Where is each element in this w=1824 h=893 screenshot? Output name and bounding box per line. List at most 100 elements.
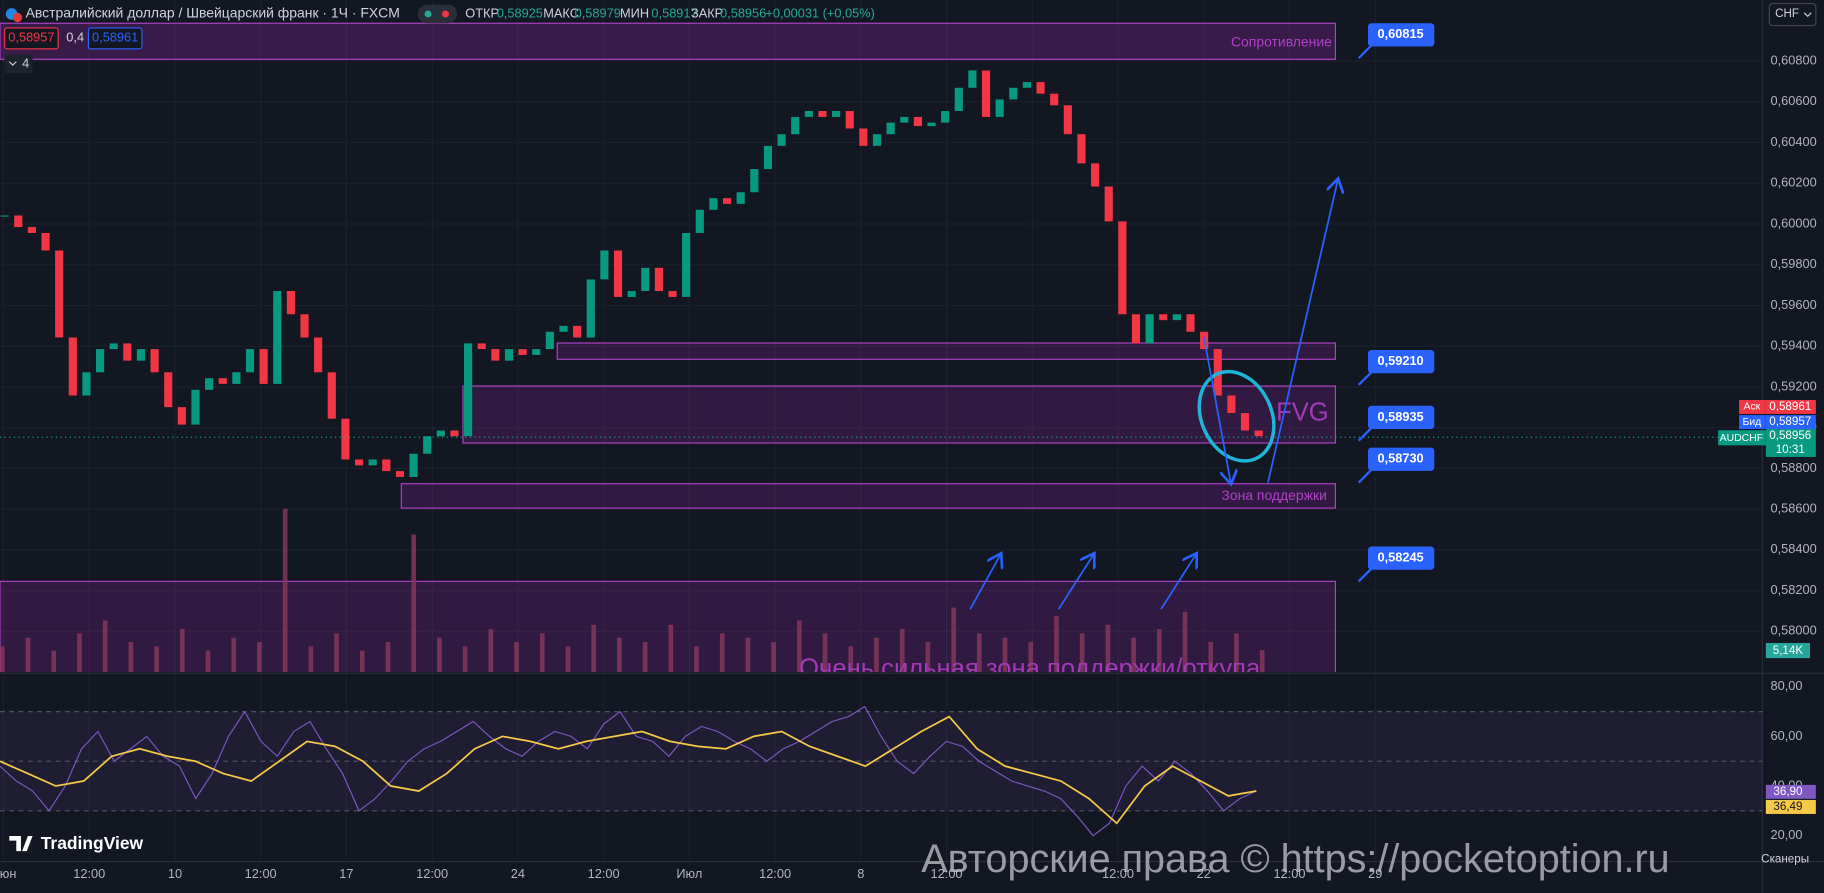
arrow bbox=[1203, 337, 1231, 482]
candle bbox=[1091, 163, 1100, 187]
candle bbox=[1145, 314, 1154, 344]
candle bbox=[872, 134, 882, 146]
volume-bar bbox=[308, 646, 314, 673]
rsi-pane bbox=[0, 705, 1763, 837]
candle bbox=[504, 349, 514, 361]
tradingview-logo bbox=[9, 836, 33, 852]
volume-bar bbox=[1234, 633, 1239, 673]
candle bbox=[1240, 413, 1250, 431]
close-label: ЗАКР bbox=[691, 5, 723, 20]
y-tick-label: 0,60600 bbox=[1770, 93, 1816, 108]
volume bbox=[0, 508, 1265, 673]
rsi-last: 36,90 bbox=[1773, 785, 1803, 798]
candle bbox=[586, 279, 595, 338]
candle bbox=[941, 110, 950, 123]
volume-bar bbox=[51, 650, 57, 673]
volume-bar bbox=[231, 637, 237, 673]
candle bbox=[259, 349, 268, 384]
candle bbox=[1227, 395, 1236, 414]
volume-bar bbox=[565, 646, 571, 673]
annotations: Сопротивление FVG Зона поддержки Очень с… bbox=[799, 34, 1338, 672]
candle bbox=[954, 87, 963, 111]
candle bbox=[777, 134, 786, 146]
x-tick-label: 12:00 bbox=[73, 866, 105, 881]
indicators-toggle[interactable] bbox=[4, 54, 33, 74]
volume-bar bbox=[951, 607, 956, 673]
x-tick-label: 24 bbox=[511, 866, 525, 881]
x-tick-label: 12:00 bbox=[759, 866, 791, 881]
volume-bar bbox=[694, 646, 699, 673]
change-value: +0,00031 (+0,05%) bbox=[765, 5, 874, 20]
candle bbox=[600, 250, 609, 280]
high-label: МАКС bbox=[543, 5, 579, 20]
candle bbox=[464, 343, 473, 437]
candle bbox=[341, 418, 350, 460]
x-tick-label: 12:00 bbox=[416, 866, 448, 881]
currency[interactable]: CHF bbox=[1775, 7, 1799, 20]
volume-bar bbox=[1131, 637, 1136, 673]
candle bbox=[68, 337, 77, 396]
bid-label: Бид bbox=[1742, 417, 1761, 428]
candle bbox=[832, 110, 841, 117]
y-tick-label: 0,58200 bbox=[1770, 582, 1816, 597]
candle bbox=[981, 70, 991, 117]
scanners[interactable]: Сканеры bbox=[1761, 852, 1809, 865]
candle bbox=[1118, 221, 1127, 315]
candle bbox=[641, 267, 650, 292]
volume-bar bbox=[102, 620, 108, 673]
x-tick-label: Июл bbox=[676, 866, 702, 881]
label-pointer bbox=[1357, 43, 1374, 59]
buy-price[interactable]: 0,58961 bbox=[92, 30, 138, 45]
x-tick-label: 12:00 bbox=[931, 866, 963, 881]
label-pointer bbox=[1357, 425, 1374, 442]
x-tick-label: 12:00 bbox=[588, 866, 620, 881]
x-tick-label: 22 bbox=[1197, 866, 1211, 881]
candle bbox=[1050, 93, 1059, 106]
sell-price[interactable]: 0,58957 bbox=[8, 30, 54, 45]
candle bbox=[1063, 105, 1072, 135]
x-tick-label: 12:00 bbox=[1102, 866, 1134, 881]
symbol-title: Австралийский доллар / Швейцарский франк… bbox=[26, 5, 400, 21]
buy-button[interactable] bbox=[87, 27, 143, 50]
candle bbox=[804, 110, 813, 117]
candle bbox=[95, 349, 105, 373]
rsi-tick-label: 20,00 bbox=[1770, 827, 1802, 842]
bid-box bbox=[1765, 415, 1816, 430]
price-label: 0,58935 bbox=[1377, 409, 1423, 424]
volume-bar bbox=[77, 633, 82, 673]
candle bbox=[682, 232, 691, 297]
volume-bar bbox=[282, 508, 288, 673]
candle bbox=[1254, 430, 1263, 437]
volume-bar bbox=[1156, 629, 1162, 673]
rsi-line bbox=[0, 705, 1257, 837]
candle bbox=[845, 110, 854, 129]
candle bbox=[668, 291, 677, 297]
candle bbox=[150, 349, 159, 373]
volume-bar bbox=[1182, 611, 1188, 673]
y-tick-label: 0,60000 bbox=[1770, 215, 1816, 230]
x-tick-label: 10 bbox=[168, 866, 182, 881]
candle bbox=[436, 430, 445, 437]
open-label: ОТКР bbox=[465, 5, 499, 20]
candle bbox=[927, 122, 936, 127]
volume-bar bbox=[205, 650, 211, 673]
y-tick-label: 0,59400 bbox=[1770, 338, 1816, 353]
candle bbox=[722, 198, 732, 204]
candle bbox=[273, 291, 282, 384]
volume-bar bbox=[411, 534, 417, 673]
price-label: 0,58730 bbox=[1377, 451, 1423, 466]
currency-select[interactable] bbox=[1768, 2, 1817, 27]
symbol-icon bbox=[12, 12, 23, 23]
volume-bar bbox=[359, 650, 365, 673]
rsi-tick-label: 60,00 bbox=[1770, 728, 1802, 743]
candle bbox=[191, 389, 200, 425]
indicators-count[interactable]: 4 bbox=[22, 55, 29, 70]
candle bbox=[450, 430, 459, 437]
rsi-tick-label: 80,00 bbox=[1770, 678, 1802, 693]
candle bbox=[109, 343, 118, 350]
candle bbox=[41, 232, 50, 251]
candle bbox=[82, 372, 91, 396]
candle bbox=[886, 122, 895, 135]
rsi-ma-last-box bbox=[1765, 799, 1816, 814]
sell-button[interactable] bbox=[4, 27, 59, 50]
